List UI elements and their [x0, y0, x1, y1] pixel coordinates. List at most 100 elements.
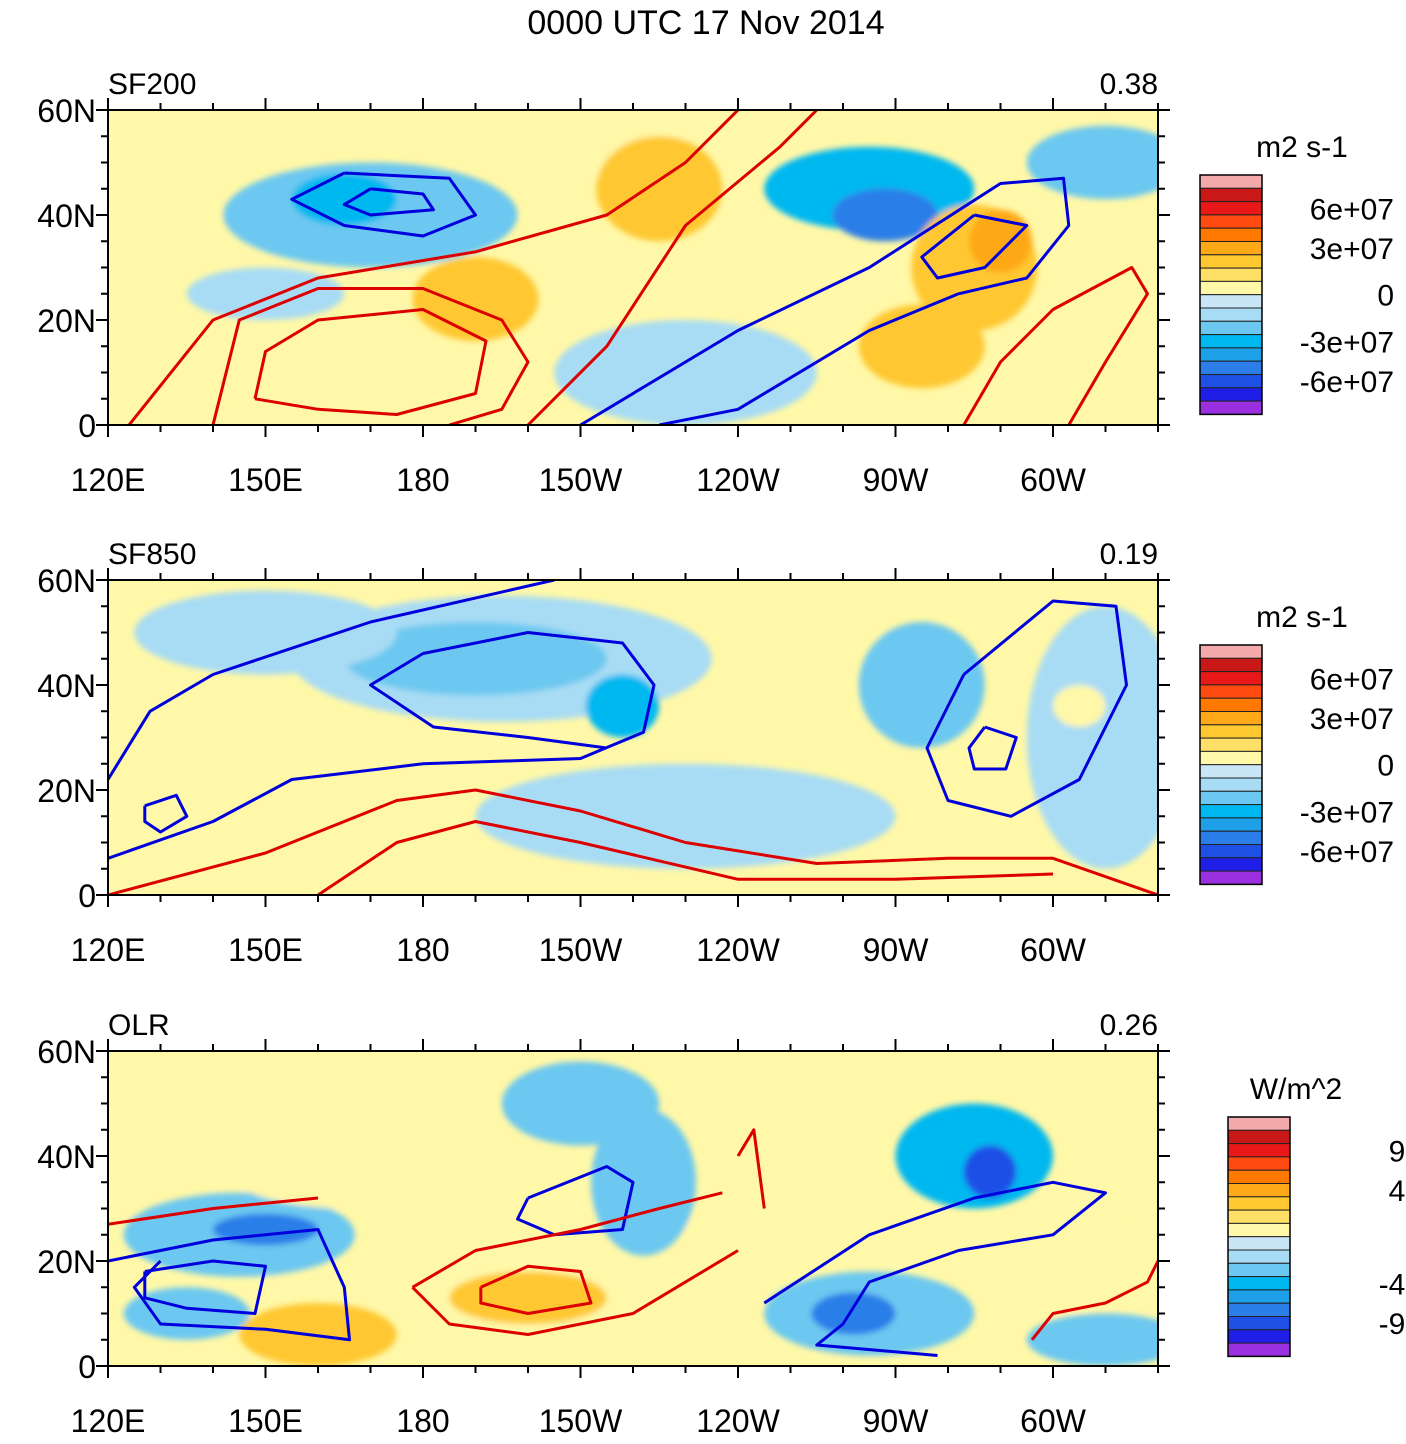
anomaly-region — [585, 674, 660, 738]
colorbar-swatch — [1199, 187, 1263, 203]
negative-contour-line — [143, 793, 189, 834]
colorbar-swatch — [1199, 764, 1263, 779]
colorbar-swatch — [1227, 1222, 1291, 1238]
colorbar-swatch — [1199, 374, 1263, 389]
anomaly-region — [811, 1292, 896, 1335]
colorbar-label: 0 — [1377, 280, 1394, 313]
x-tick-label: 60W — [1020, 1403, 1087, 1439]
panel-sf850: SF850 0.19 120E 150E 180 150W 120W 90W 60W 60N 4… — [37, 538, 1170, 968]
y-tick-label: 40N — [37, 668, 96, 704]
colorbar-swatch — [1199, 857, 1263, 872]
x-tick-label: 90W — [863, 932, 930, 968]
y-tick-label: 20N — [37, 303, 96, 339]
positive-contour-line — [479, 1264, 593, 1315]
anomaly-region — [685, 1192, 843, 1277]
colorbar-label: -3e+07 — [1300, 796, 1394, 829]
colorbar-label: 0 — [1377, 750, 1394, 783]
panel-label: SF200 — [108, 68, 196, 101]
negative-contour-line — [763, 1180, 1107, 1357]
colorbar-swatch — [1227, 1129, 1291, 1145]
colorbar-swatch — [1227, 1262, 1291, 1278]
colorbar-label: -6e+07 — [1300, 836, 1394, 869]
axes: 120E 150E 180 150W 120W 90W 60W 60N 40N 20N 0 — [37, 93, 1170, 498]
colorbar-swatch — [1199, 724, 1263, 739]
negative-contour-line — [579, 176, 1071, 425]
positive-contour-line — [211, 287, 530, 425]
anomaly-region — [591, 1108, 696, 1256]
colorbar-swatch — [1227, 1143, 1291, 1158]
x-tick-label: 120W — [696, 932, 780, 968]
y-tick-label: 20N — [37, 1244, 96, 1280]
negative-contour-line — [143, 1259, 267, 1315]
colorbar-swatch — [1227, 1156, 1291, 1171]
y-tick-label: 40N — [37, 1139, 96, 1175]
panel-label: SF850 — [108, 538, 196, 571]
anomaly-region — [186, 267, 345, 320]
negative-contour-line — [108, 631, 656, 860]
colorbar-swatch — [1227, 1302, 1291, 1317]
colorbar-swatch — [1199, 400, 1263, 415]
colorbar-frame — [1199, 644, 1263, 886]
plot-area — [108, 1051, 1158, 1366]
colorbar-swatch — [1227, 1236, 1291, 1251]
panel-olr: OLR 0.26 120E 150E 180 150W 120W 90W 60W 60N 40N… — [37, 1009, 1170, 1439]
positive-contour-line — [108, 1196, 319, 1226]
plot-area — [108, 110, 1158, 425]
colorbar-swatch — [1199, 777, 1263, 792]
colorbar-swatch — [1199, 214, 1263, 229]
x-tick-label: 150E — [228, 1403, 303, 1439]
colorbar-swatch — [1199, 750, 1263, 766]
colorbar-swatch — [1227, 1276, 1291, 1291]
pattern-correlation: 0.38 — [1100, 68, 1158, 101]
negative-contour-line — [108, 1228, 351, 1342]
panel-sf200: SF200 0.38 120E 150E 180 150W 120W 90W 60W 60N 4… — [37, 68, 1170, 498]
x-tick-label: 150E — [228, 932, 303, 968]
anomaly-region — [412, 257, 539, 341]
colorbar-swatch — [1199, 334, 1263, 349]
y-tick-label: 40N — [37, 198, 96, 234]
x-tick-label: 150W — [539, 1403, 623, 1439]
x-tick-label: 60W — [1020, 462, 1087, 498]
colorbar-swatch — [1199, 254, 1263, 269]
anomaly-region — [213, 330, 423, 415]
anomaly-region — [858, 622, 985, 748]
anomaly-region — [958, 1208, 1148, 1314]
colorbar-swatch — [1199, 387, 1263, 402]
x-tick-label: 180 — [396, 462, 449, 498]
y-tick-label: 20N — [37, 773, 96, 809]
colorbar-swatch — [1199, 241, 1263, 256]
negative-contour-line — [108, 580, 555, 781]
colorbar-frame — [1227, 1116, 1291, 1358]
colorbar-swatch — [1199, 347, 1263, 362]
anomaly-region — [969, 209, 1032, 273]
positive-contour-line — [127, 110, 740, 425]
colorbar-swatch — [1199, 817, 1263, 832]
negative-contour-line — [920, 213, 1029, 280]
anomaly-region — [858, 304, 985, 389]
panel-label: OLR — [108, 1009, 170, 1042]
colorbar-swatch — [1199, 294, 1263, 309]
colorbar-swatch — [1199, 830, 1263, 845]
anomaly-region — [291, 173, 397, 226]
positive-contour-line — [108, 788, 1158, 895]
x-tick-label: 180 — [396, 1403, 449, 1439]
colorbar-label: -90 — [1379, 1308, 1406, 1341]
x-tick-label: 90W — [863, 462, 930, 498]
colorbar-swatch — [1199, 227, 1263, 243]
colorbar-swatch — [1227, 1249, 1291, 1264]
colorbar-swatch — [1227, 1196, 1291, 1211]
x-tick-label: 180 — [396, 932, 449, 968]
positive-contour-line — [526, 110, 818, 425]
colorbar-units: m2 s-1 — [1256, 131, 1348, 164]
colorbar-swatch — [1199, 307, 1263, 322]
colorbar-label: -6e+07 — [1300, 366, 1394, 399]
x-tick-label: 90W — [863, 1403, 930, 1439]
colorbar-swatch — [1199, 280, 1263, 296]
x-tick-label: 120W — [696, 1403, 780, 1439]
positive-contour-line — [411, 1191, 723, 1289]
y-tick-label: 60N — [37, 1034, 96, 1070]
positive-contour-line — [411, 1249, 739, 1336]
anomaly-region — [1026, 1313, 1158, 1366]
colorbar-swatch — [1227, 1289, 1291, 1304]
